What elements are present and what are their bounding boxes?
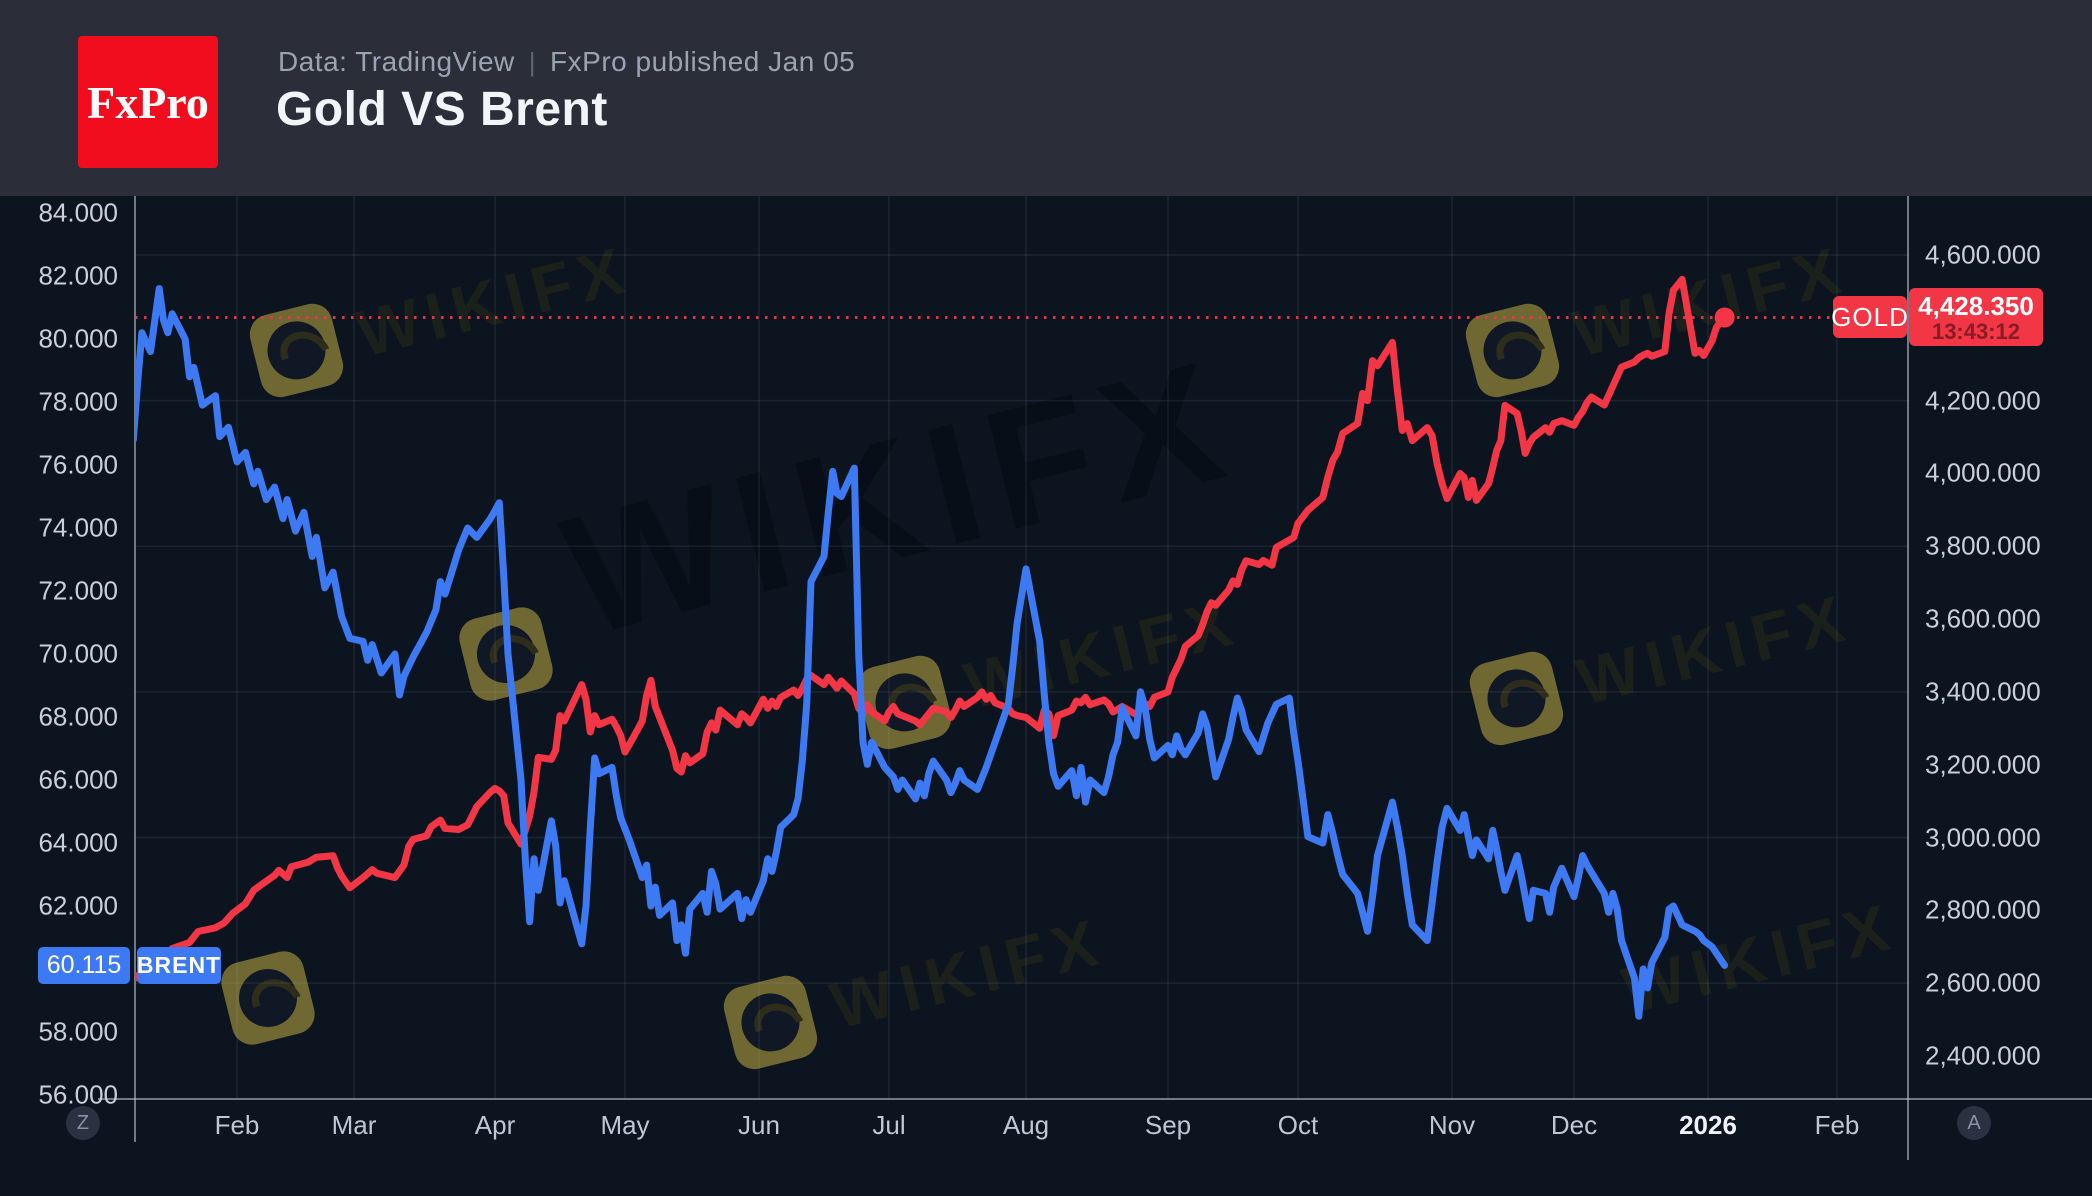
time-axis-tick: Aug [1002, 1110, 1050, 1140]
page-title: Gold VS Brent [276, 83, 608, 136]
left-axis-tick: 80.000 [38, 323, 118, 354]
gold-series-line[interactable] [133, 275, 1729, 983]
left-axis-tick: 66.000 [38, 764, 118, 795]
time-axis-tick: May [600, 1110, 650, 1140]
left-axis-tick: 56.000 [38, 1079, 118, 1110]
axis-lines [98, 196, 2092, 1160]
right-axis-tick: 2,400.000 [1925, 1040, 2041, 1071]
data-source-text: Data: TradingView [278, 46, 515, 77]
gold-countdown-timer: 13:43:12 [1931, 318, 2021, 344]
right-axis-tick: 3,000.000 [1925, 822, 2041, 853]
auto-scale-button-label: A [1967, 1111, 1981, 1134]
right-axis-tick: 3,600.000 [1925, 603, 2041, 634]
brent-last-price: 60.115 [46, 950, 122, 979]
right-axis-tick: 3,800.000 [1925, 530, 2041, 561]
right-axis-tick: 2,800.000 [1925, 894, 2041, 925]
left-axis-tick: 82.000 [38, 260, 118, 291]
right-axis-tick: 3,400.000 [1925, 676, 2041, 707]
brent-series-line[interactable] [133, 285, 1729, 1020]
left-axis-tick: 76.000 [38, 449, 118, 480]
header: FxPro Data: TradingView | FxPro published … [0, 0, 2092, 196]
left-axis-tick: 72.000 [38, 575, 118, 606]
right-axis-tick: 2,600.000 [1925, 967, 2041, 998]
time-axis-tick: Jul [872, 1110, 906, 1140]
gold-price-tag-label: GOLD [1831, 296, 1909, 339]
brent-tag-text: BRENT [136, 951, 222, 978]
right-axis-tick: 4,000.000 [1925, 457, 2041, 488]
separator: | [528, 47, 537, 77]
brent-price-tag-value: 60.115 [38, 946, 130, 984]
right-axis-tick: 3,200.000 [1925, 749, 2041, 780]
right-axis-tick: 4,200.000 [1925, 385, 2041, 416]
gold-last-price: 4,428.350 [1918, 290, 2034, 321]
time-axis-tick: Feb [1814, 1110, 1860, 1140]
left-axis-tick: 78.000 [38, 386, 118, 417]
time-axis-tick: Apr [474, 1110, 516, 1140]
time-axis-tick: Dec [1550, 1110, 1598, 1140]
fxpro-logo-text: FxPro [87, 76, 209, 128]
time-axis-tick: Sep [1144, 1110, 1192, 1140]
auto-scale-button[interactable]: A [1957, 1106, 1991, 1140]
data-source-line: Data: TradingView | FxPro published Jan 05 [278, 46, 855, 78]
left-axis-tick: 68.000 [38, 701, 118, 732]
fxpro-logo: FxPro [78, 36, 218, 168]
time-axis-tick: Oct [1277, 1110, 1319, 1140]
time-axis-tick: Nov [1428, 1110, 1476, 1140]
time-axis-tick: Feb [214, 1110, 260, 1140]
right-axis-tick: 4,600.000 [1925, 239, 2041, 270]
gridlines [135, 196, 1908, 1099]
gold-last-price-dot [1714, 307, 1735, 328]
left-axis-tick: 64.000 [38, 827, 118, 858]
time-axis-tick: Jun [738, 1110, 780, 1140]
timezone-button-label: Z [76, 1111, 90, 1134]
left-axis-tick: 84.000 [38, 197, 118, 228]
brent-price-tag-label: BRENT [136, 946, 222, 984]
gold-tag-text: GOLD [1831, 301, 1909, 332]
timezone-button[interactable]: Z [66, 1106, 100, 1140]
published-text: FxPro published Jan 05 [550, 46, 856, 77]
left-axis-tick: 58.000 [38, 1016, 118, 1047]
time-axis-tick: Mar [331, 1110, 377, 1140]
left-axis-tick: 70.000 [38, 638, 118, 669]
gold-price-tag-value: 4,428.350 13:43:12 [1909, 288, 2043, 347]
time-axis-tick: 2026 [1679, 1110, 1737, 1140]
left-axis-tick: 74.000 [38, 512, 118, 543]
left-axis-tick: 62.000 [38, 890, 118, 921]
